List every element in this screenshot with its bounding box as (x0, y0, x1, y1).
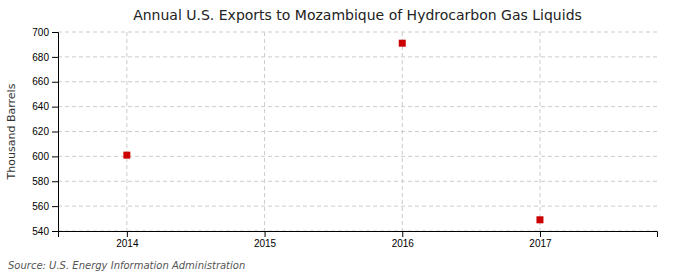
tick-mark (52, 32, 58, 33)
y-axis-title: Thousand Barrels (5, 83, 18, 180)
tick-mark (52, 206, 58, 207)
grid-line (58, 156, 657, 157)
tick: 2016 (392, 231, 415, 249)
points (123, 40, 543, 224)
point (123, 152, 130, 159)
grid-line (264, 32, 265, 231)
axis-line (59, 232, 658, 238)
tick-mark (265, 231, 266, 237)
tick-mark (52, 132, 58, 133)
grid-line (58, 206, 657, 207)
tick-label: 2016 (392, 238, 415, 249)
tick: 560 (32, 201, 58, 212)
x-axis: 2014 2015 2016 2017 (59, 231, 658, 249)
tick: 660 (32, 76, 58, 87)
grid-line (58, 81, 657, 82)
tick-label: 640 (32, 101, 49, 112)
tick-label: 2015 (254, 238, 277, 249)
tick-label: 700 (32, 27, 49, 38)
tick: 2014 (116, 231, 139, 249)
tick-label: 2014 (116, 238, 139, 249)
tick-mark (52, 231, 58, 232)
grid-line (539, 32, 540, 231)
grid-line (58, 32, 657, 33)
tick-label: 660 (32, 76, 49, 87)
tick: 600 (32, 151, 58, 162)
grid-line (126, 32, 127, 231)
point (399, 40, 406, 47)
tick-mark (52, 82, 58, 83)
chart: 2014 2015 2016 2017 540 560 580 600 620 640 660 680… (0, 0, 675, 275)
grid-line (402, 32, 403, 231)
tick-mark (52, 57, 58, 58)
tick-mark (52, 181, 58, 182)
plot: 2014 2015 2016 2017 540 560 580 600 620 640 660 680… (32, 27, 657, 249)
grid-line (58, 131, 657, 132)
grid-line (58, 181, 657, 182)
tick: 580 (32, 176, 58, 187)
tick-label: 580 (32, 176, 49, 187)
tick: 700 (32, 27, 58, 38)
y-axis: 540 560 580 600 620 640 660 680 700 (32, 27, 58, 237)
tick: 620 (32, 126, 58, 137)
tick: 540 (32, 226, 58, 237)
tick: 640 (32, 101, 58, 112)
point (536, 216, 543, 223)
tick-mark (52, 107, 58, 108)
tick-mark (52, 156, 58, 157)
annotation: Source: U.S. Energy Information Administ… (8, 260, 245, 271)
grid-line (58, 56, 657, 57)
tick: 680 (32, 52, 58, 63)
tick-mark (402, 231, 403, 237)
tick-mark (540, 231, 541, 237)
tick-mark (127, 231, 128, 237)
grid (58, 32, 657, 231)
grid-line (58, 106, 657, 107)
tick-label: 540 (32, 226, 49, 237)
tick: 2017 (529, 231, 552, 249)
tick-label: 2017 (529, 238, 552, 249)
axis-line (52, 33, 59, 232)
tick-label: 620 (32, 126, 49, 137)
tick: 2015 (254, 231, 277, 249)
title: Annual U.S. Exports to Mozambique of Hyd… (133, 7, 582, 23)
tick-label: 560 (32, 201, 49, 212)
tick-label: 600 (32, 151, 49, 162)
tick-label: 680 (32, 52, 49, 63)
